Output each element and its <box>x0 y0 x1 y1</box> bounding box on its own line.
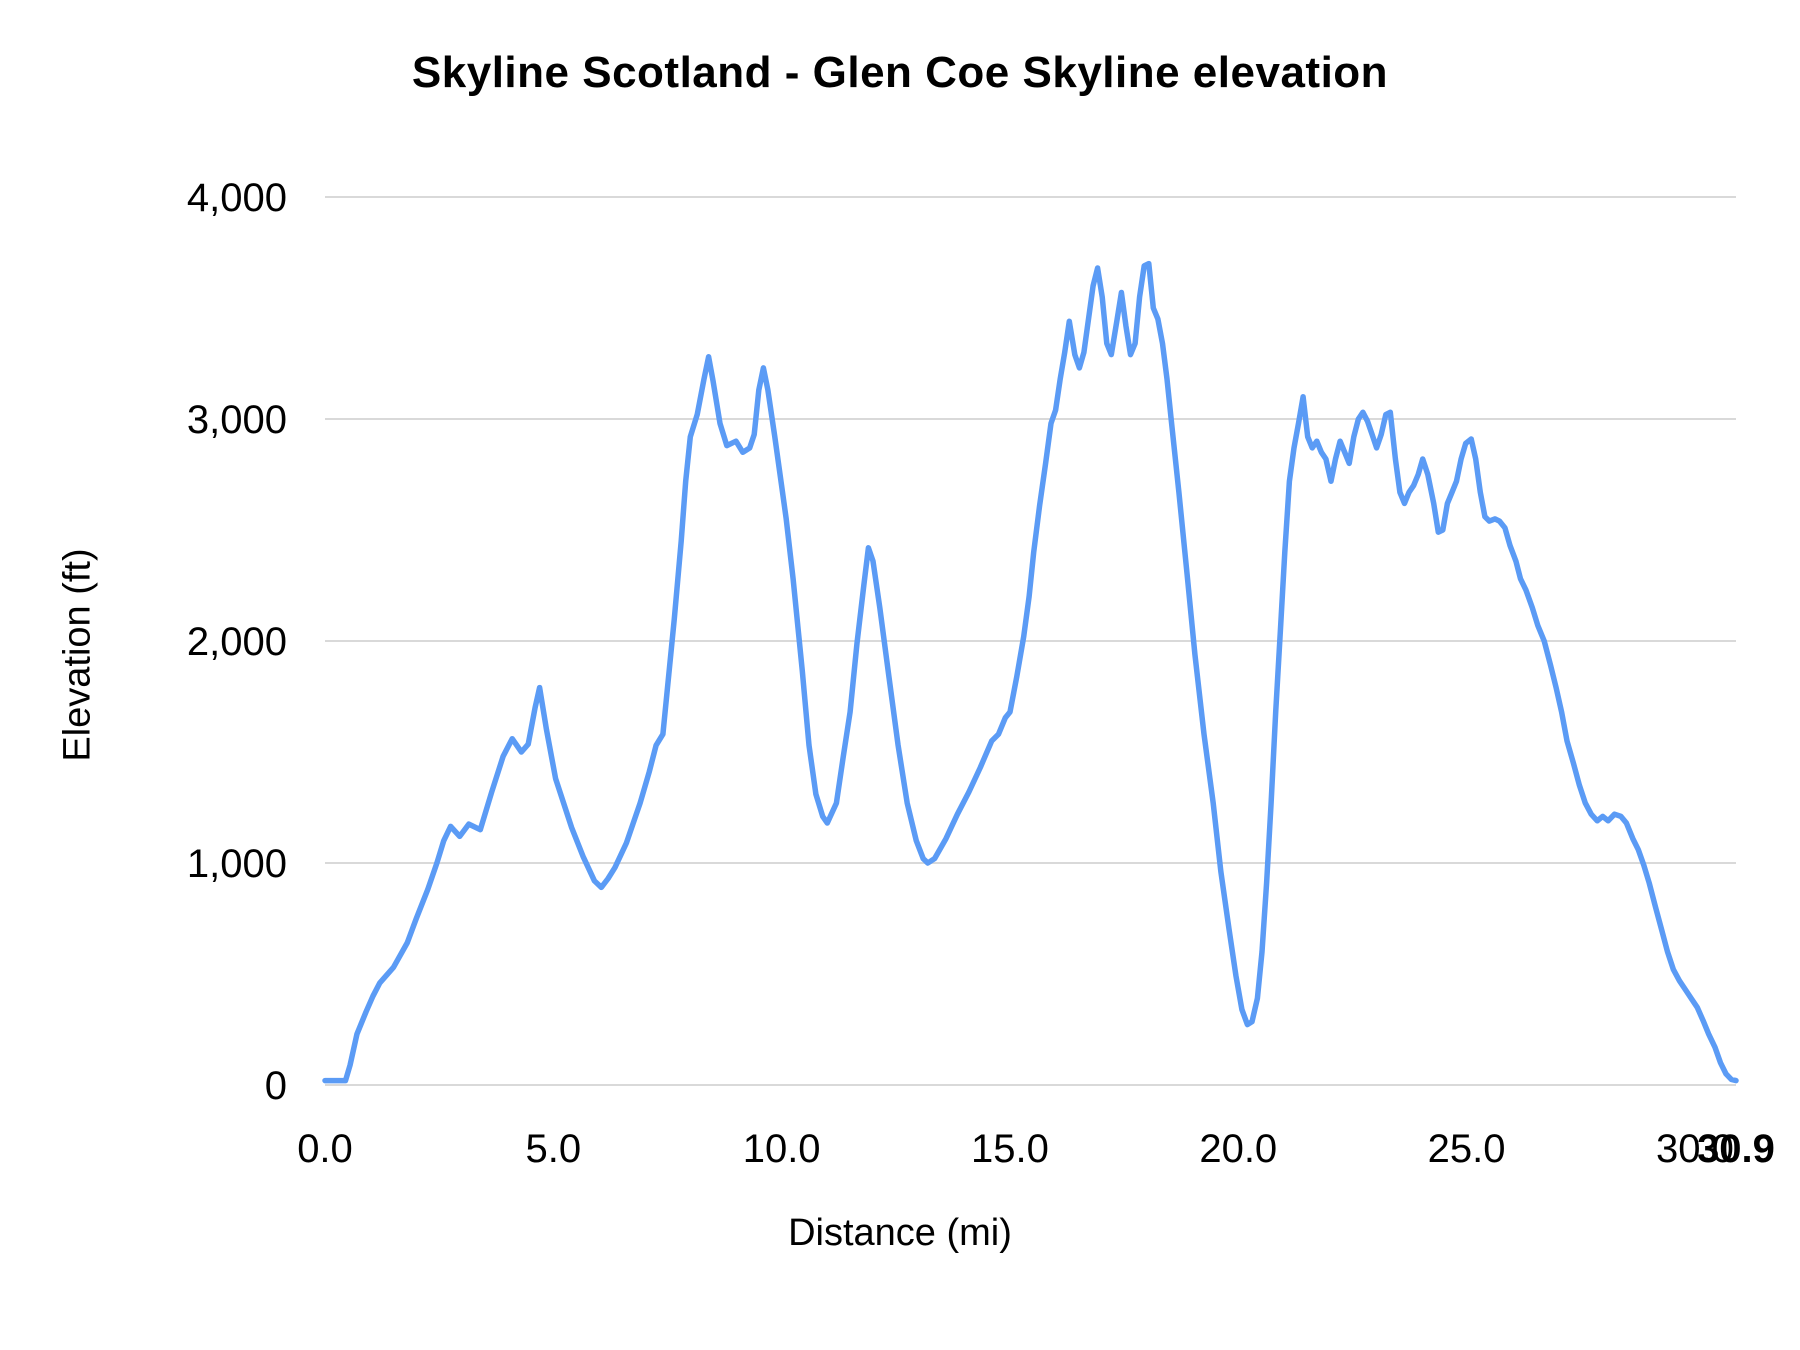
x-tick-label: 10.0 <box>743 1127 821 1171</box>
x-tick-label: 25.0 <box>1428 1127 1506 1171</box>
y-tick-label: 3,000 <box>187 398 287 442</box>
x-tick-label: 30.0 <box>1656 1127 1734 1171</box>
y-tick-label: 4,000 <box>187 176 287 220</box>
x-axis-title: Distance (mi) <box>788 1212 1012 1254</box>
y-tick-label: 1,000 <box>187 842 287 886</box>
x-tick-label: 30.9 <box>1697 1127 1775 1171</box>
x-tick-label: 15.0 <box>971 1127 1049 1171</box>
x-tick-label: 20.0 <box>1199 1127 1277 1171</box>
x-tick-label: 5.0 <box>526 1127 582 1171</box>
elevation-series-line <box>322 260 1739 1084</box>
chart-title: Skyline Scotland - Glen Coe Skyline elev… <box>411 48 1389 97</box>
x-tick-label: 0.0 <box>297 1127 353 1171</box>
y-tick-label: 0 <box>265 1064 287 1108</box>
y-tick-label: 2,000 <box>187 620 287 664</box>
